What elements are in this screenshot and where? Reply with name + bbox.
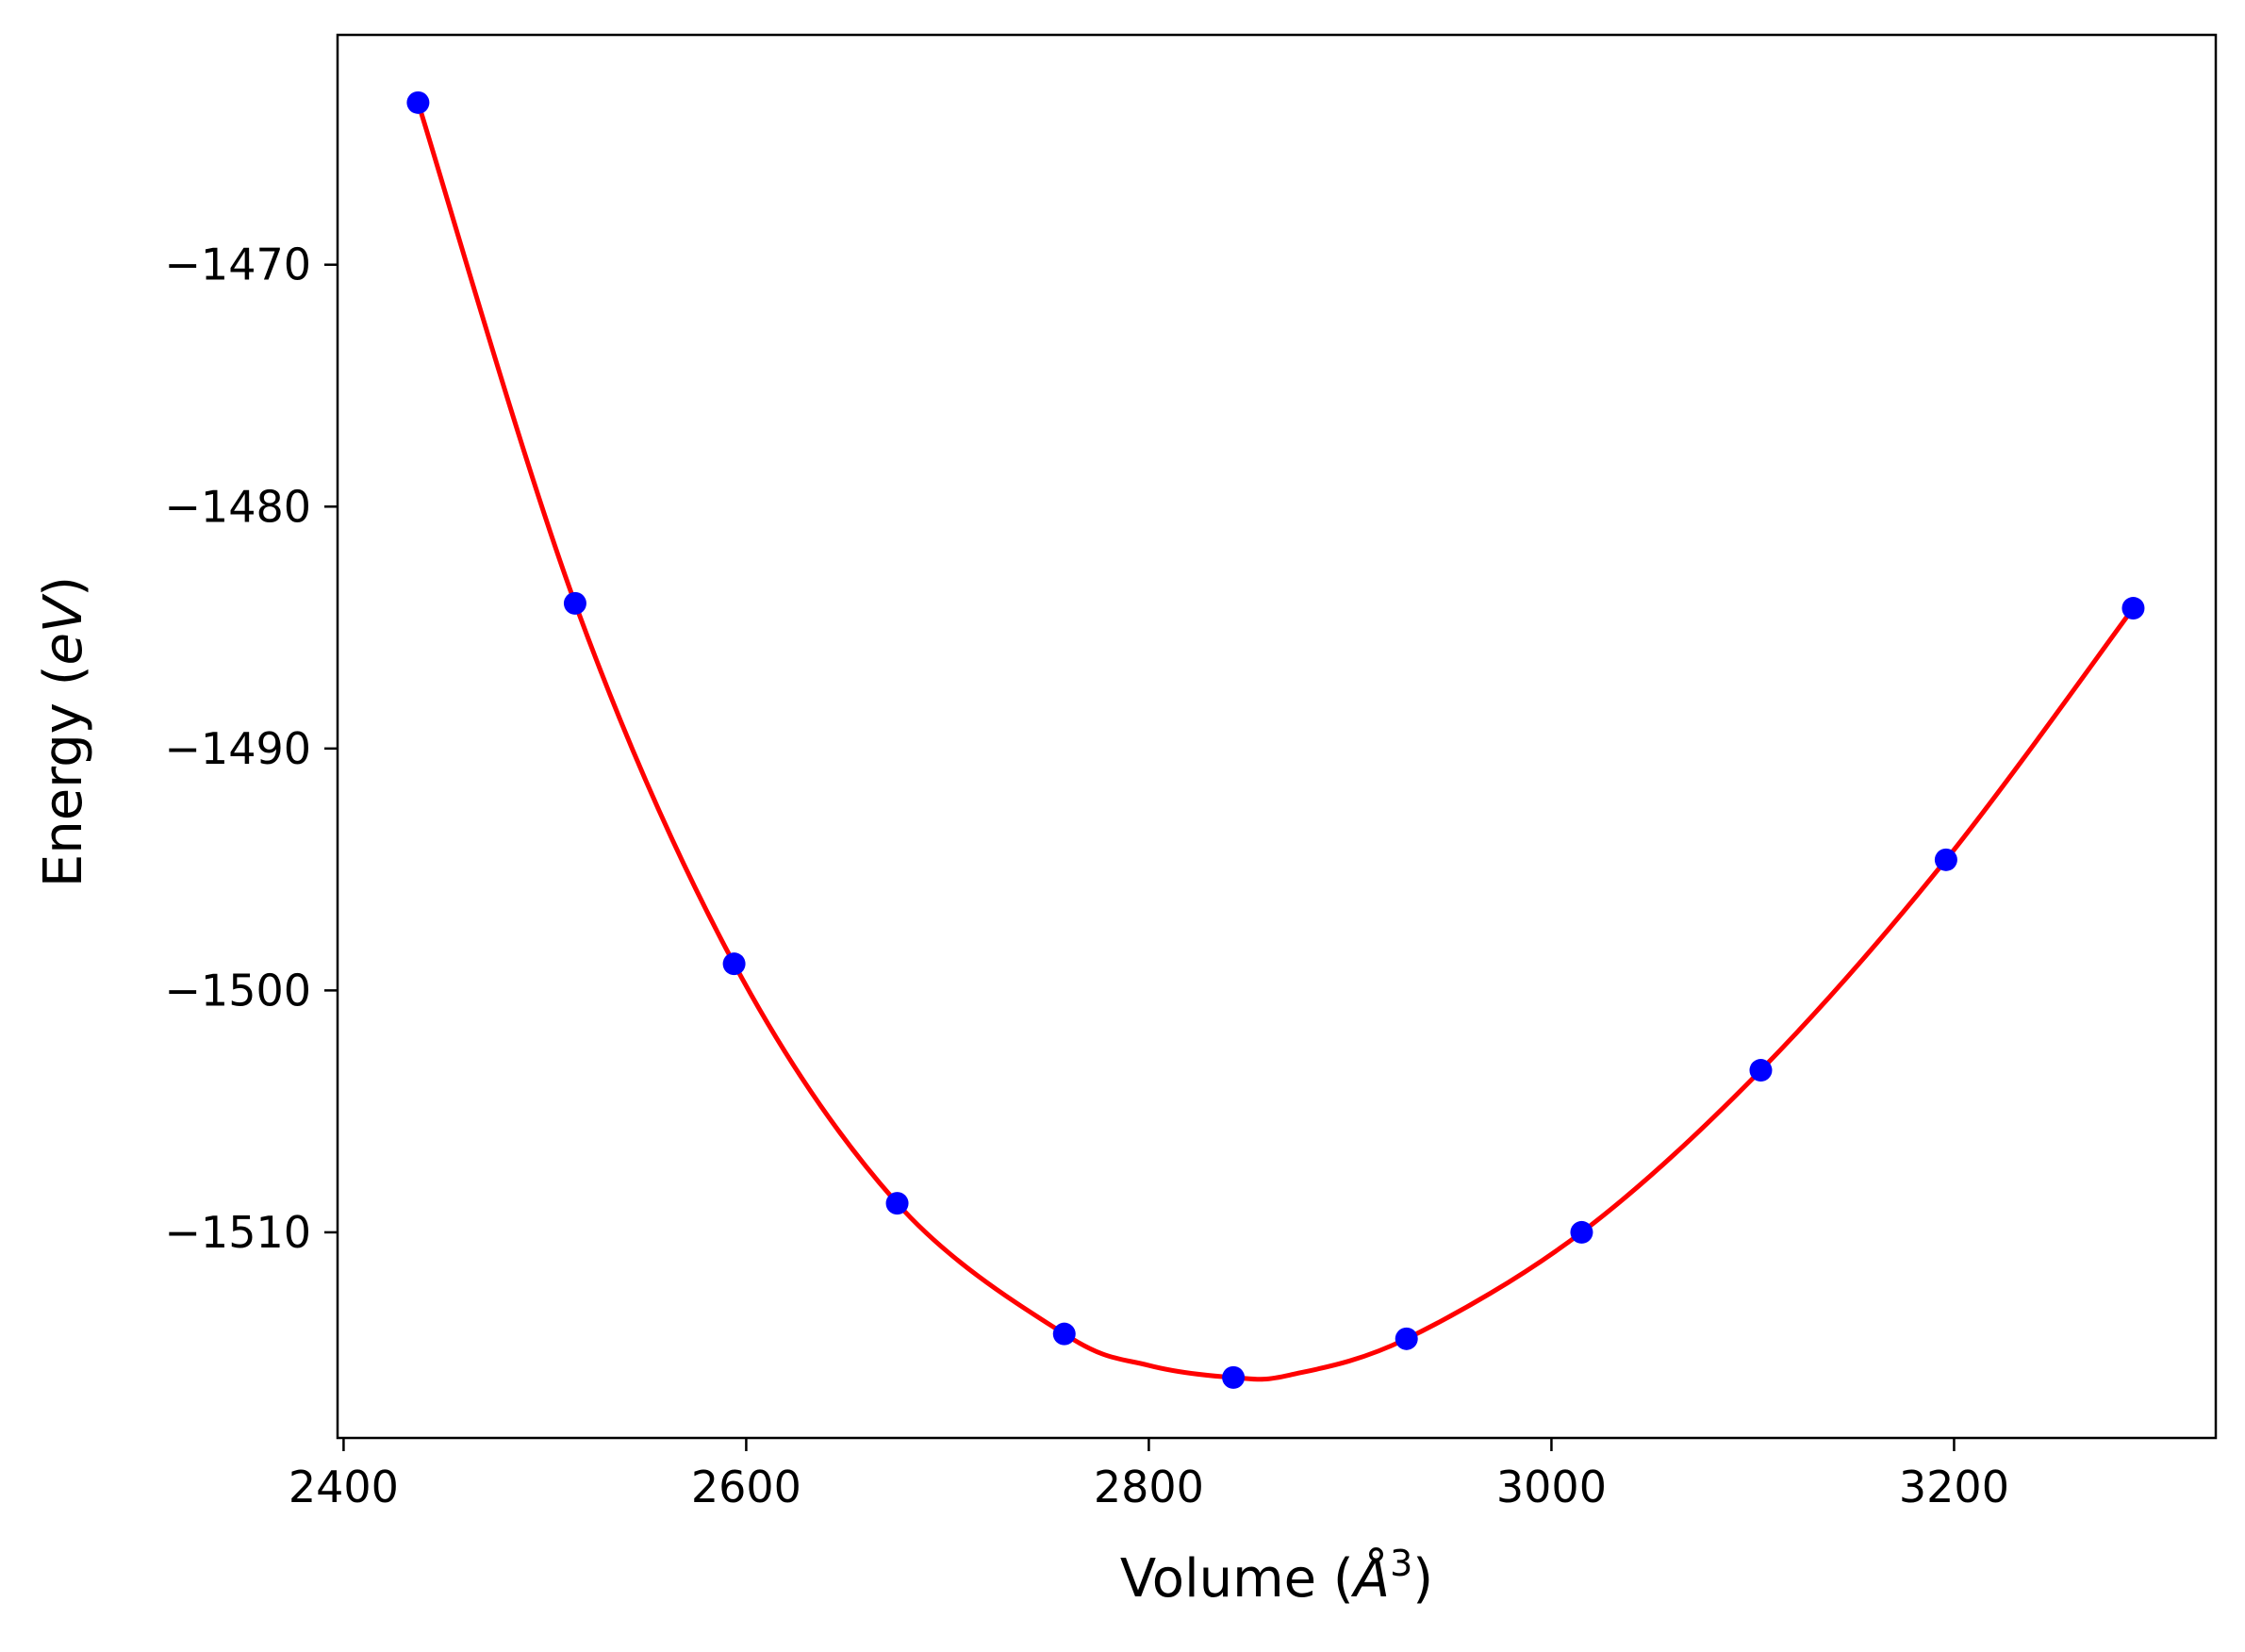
y-tick-label: −1500: [164, 965, 311, 1016]
y-tick-label: −1510: [164, 1207, 311, 1258]
data-point: [1749, 1059, 1773, 1082]
data-point: [885, 1192, 909, 1215]
data-point: [1222, 1365, 1246, 1389]
series-layer: [406, 91, 2145, 1389]
data-point: [1934, 848, 1957, 871]
x-tick-label: 2400: [289, 1462, 399, 1512]
y-tick-label: −1490: [164, 723, 311, 774]
x-tick-label: 3200: [1899, 1462, 2009, 1512]
x-tick-label: 3000: [1496, 1462, 1607, 1512]
ticks-layer: 2400 2600 2800 3000 3200 −1470 −1480 −1490 −1500…: [164, 240, 2009, 1512]
data-point: [1570, 1220, 1593, 1244]
data-point: [1395, 1327, 1418, 1350]
x-axis-label: Volume (Å3): [1120, 1543, 1433, 1610]
data-point: [722, 952, 746, 976]
data-point: [1052, 1322, 1076, 1346]
y-tick-label: −1470: [164, 240, 311, 290]
data-point: [406, 91, 430, 114]
x-tick-label: 2800: [1094, 1462, 1204, 1512]
y-axis-label: Energy (eV): [33, 576, 94, 887]
y-tick-label: −1480: [164, 481, 311, 532]
x-tick-label: 2600: [691, 1462, 801, 1512]
fit-curve-line: [416, 102, 2136, 1382]
data-point: [2121, 597, 2145, 620]
plot-frame: [336, 33, 2218, 1440]
data-point: [563, 591, 586, 615]
